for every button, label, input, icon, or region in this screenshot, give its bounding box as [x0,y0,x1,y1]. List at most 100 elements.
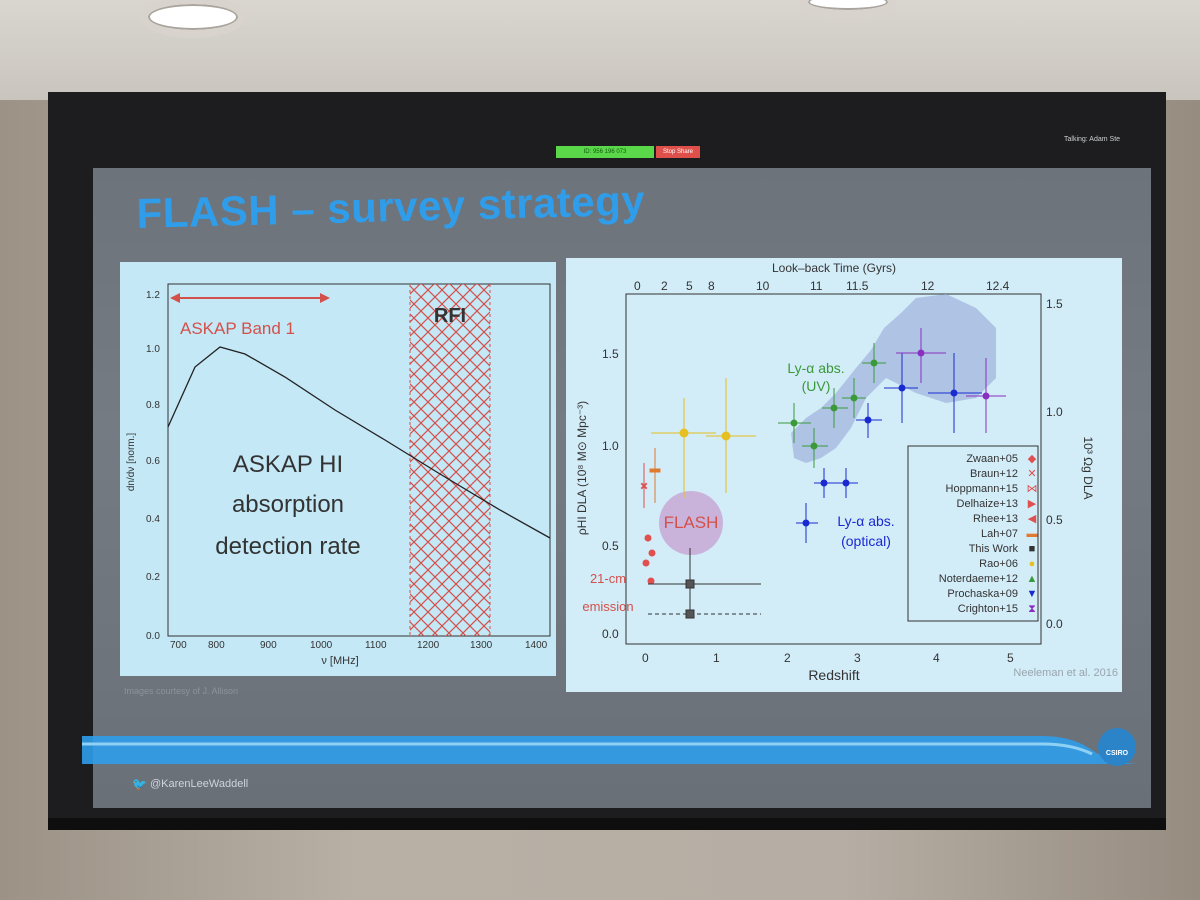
top-tick: 2 [661,279,668,293]
point-this-work [685,609,695,619]
legend-marker-icon: ⋈ [1027,483,1038,495]
y-tick: 1.2 [146,290,160,301]
legend-marker-icon: ● [1029,558,1036,570]
right-y-axis-label: 10³ Ωg DLA [1081,437,1095,500]
legend-marker-icon: ◀ [1028,513,1037,525]
x-tick: 1300 [470,640,493,651]
point-noterdaeme [830,404,838,412]
x-tick: 1000 [310,640,333,651]
point-noterdaeme [790,419,798,427]
bottom-tick: 3 [854,651,861,665]
point-rhee [648,549,656,557]
annotation-line-1: ASKAP HI [233,451,343,478]
top-tick: 12 [921,279,935,293]
y-tick: 1.0 [146,344,160,355]
annotation-line-3: detection rate [215,533,360,560]
point-delhaize [647,577,655,585]
twitter-bird-icon: 🐦 [132,777,147,791]
optical-label-line-2: (optical) [841,533,891,549]
bottom-tick: 2 [784,651,791,665]
right-y-tick: 1.5 [1046,297,1063,311]
legend-marker-icon: ▼ [1027,588,1038,600]
left-y-tick: 1.0 [602,439,619,453]
point-hoppmann [642,559,650,567]
plot-frame [625,293,1042,645]
y-tick: 0.2 [146,572,160,583]
point-noterdaeme [850,394,858,402]
meeting-share-bar: ID: 956 196 073 Stop Share [556,146,700,158]
legend-marker-icon: ◆ [1028,453,1037,465]
point-this-work [685,579,695,589]
x-tick: 700 [170,640,187,651]
x-tick: 800 [208,640,225,651]
top-axis-label: Look–back Time (Gyrs) [772,261,896,275]
y-axis-label: dn/dν [norm.] [126,433,137,492]
image-credit: Images courtesy of J. Allison [124,686,239,696]
bottom-banner [82,736,1142,764]
top-tick: 10 [756,279,770,293]
legend-entry-label: Noterdaeme+12 [939,573,1018,585]
flash-region-circle [659,491,723,555]
legend-marker-icon: ⧗ [1028,603,1036,615]
x-axis-label: ν [MHz] [321,655,358,667]
point-prochaska [950,389,958,397]
point-noterdaeme [870,359,878,367]
legend-entry-label: Zwaan+05 [966,453,1018,465]
y-tick: 0.8 [146,400,160,411]
point-noterdaeme [810,442,818,450]
uv-label-line-2: (UV) [802,378,831,394]
bottom-tick: 1 [713,651,720,665]
top-tick: 0 [634,279,641,293]
legend-marker-icon: ■ [1029,543,1036,555]
annotation-line-2: absorption [232,491,344,518]
legend-entry-label: Hoppmann+15 [946,483,1018,495]
legend-entry-label: Lah+07 [981,528,1018,540]
point-prochaska [898,384,906,392]
gas-density-plot: FLASH × Ly-α abs. (UV) Ly-α a [575,261,1118,683]
top-tick: 11 [810,279,823,293]
x-tick: 1200 [417,640,440,651]
band-label: ASKAP Band 1 [180,319,295,338]
ceiling-light-left [140,0,246,38]
bottom-tick: 0 [642,651,649,665]
talking-indicator: Talking: Adam Ste [1064,136,1121,143]
x-tick: 1400 [525,640,548,651]
legend-marker-icon: ▬ [1027,528,1038,540]
legend-entry-label: Crighton+15 [958,603,1018,615]
point-braun: × [640,479,647,493]
point-crighton [982,392,990,400]
flash-label: FLASH [664,513,719,532]
plot-frame [167,283,551,637]
bottom-tick: 4 [933,651,940,665]
top-tick: 8 [708,279,715,293]
bottom-tick: 5 [1007,651,1014,665]
right-y-tick: 1.0 [1046,405,1063,419]
legend: Zwaan+05 ◆ Braun+12 ✕ Hoppmann+15 ⋈ Delhaize+1… [907,445,1039,622]
right-y-tick: 0.5 [1046,513,1063,527]
left-y-axis-label: ρHI DLA (10⁸ M⊙ Mpc⁻³) [575,401,589,535]
point-rao [721,431,731,441]
point-zwaan [644,534,652,542]
csiro-logo: CSIRO [1098,728,1136,766]
meeting-id-status: ID: 956 196 073 [556,146,654,158]
stop-share-button[interactable]: Stop Share [656,146,700,158]
left-y-tick: 1.5 [602,347,619,361]
right-plot-panel: FLASH × Ly-α abs. (UV) Ly-α a [566,258,1122,692]
point-prochaska [842,479,850,487]
y-tick: 0.6 [146,456,160,467]
point-prochaska [802,519,810,527]
rfi-hatch-region [410,284,490,636]
x-tick: 1100 [365,640,387,651]
point-rao [679,428,689,438]
legend-marker-icon: ✕ [1027,468,1036,480]
legend-entry-label: Rhee+13 [973,513,1018,525]
source-citation: Neeleman et al. 2016 [1013,667,1118,679]
shaded-uncertainty-band [791,294,996,463]
top-tick: 12.4 [986,279,1010,293]
legend-entry-label: Braun+12 [970,468,1018,480]
data-points: × [640,328,1006,619]
point-prochaska [864,416,872,424]
detection-rate-plot: 700 800 900 1000 1100 1200 1300 1400 0.0… [126,283,551,667]
right-y-tick: 0.0 [1046,617,1063,631]
legend-entry-label: This Work [969,543,1019,555]
